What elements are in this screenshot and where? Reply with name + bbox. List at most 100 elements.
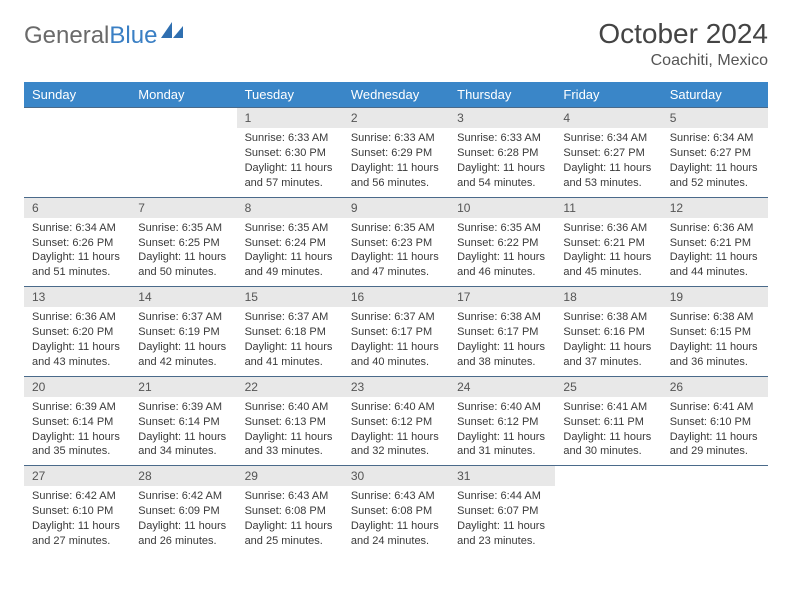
sunrise-text: Sunrise: 6:42 AM bbox=[32, 489, 122, 504]
sunrise-text: Sunrise: 6:33 AM bbox=[351, 131, 441, 146]
day-content: Sunrise: 6:42 AMSunset: 6:09 PMDaylight:… bbox=[130, 486, 236, 554]
daylight-text-2: and 42 minutes. bbox=[138, 355, 228, 370]
sunrise-text: Sunrise: 6:40 AM bbox=[457, 400, 547, 415]
daylight-text-2: and 27 minutes. bbox=[32, 534, 122, 549]
day-content: Sunrise: 6:33 AMSunset: 6:30 PMDaylight:… bbox=[237, 128, 343, 196]
calendar-table: SundayMondayTuesdayWednesdayThursdayFrid… bbox=[24, 82, 768, 555]
day-number: 16 bbox=[343, 286, 449, 307]
calendar-cell bbox=[555, 465, 661, 555]
calendar-cell: 22Sunrise: 6:40 AMSunset: 6:13 PMDayligh… bbox=[237, 376, 343, 466]
daylight-text-1: Daylight: 11 hours bbox=[32, 519, 122, 534]
day-content: Sunrise: 6:34 AMSunset: 6:27 PMDaylight:… bbox=[555, 128, 661, 196]
sunset-text: Sunset: 6:29 PM bbox=[351, 146, 441, 161]
day-content: Sunrise: 6:41 AMSunset: 6:11 PMDaylight:… bbox=[555, 397, 661, 465]
sunrise-text: Sunrise: 6:41 AM bbox=[670, 400, 760, 415]
day-content: Sunrise: 6:35 AMSunset: 6:23 PMDaylight:… bbox=[343, 218, 449, 286]
daylight-text-1: Daylight: 11 hours bbox=[32, 250, 122, 265]
daylight-text-2: and 45 minutes. bbox=[563, 265, 653, 280]
daylight-text-1: Daylight: 11 hours bbox=[563, 340, 653, 355]
sunrise-text: Sunrise: 6:33 AM bbox=[245, 131, 335, 146]
day-number: 2 bbox=[343, 107, 449, 128]
sunset-text: Sunset: 6:17 PM bbox=[351, 325, 441, 340]
title-block: October 2024 Coachiti, Mexico bbox=[598, 18, 768, 70]
calendar-cell: 18Sunrise: 6:38 AMSunset: 6:16 PMDayligh… bbox=[555, 286, 661, 376]
daylight-text-1: Daylight: 11 hours bbox=[351, 250, 441, 265]
daylight-text-2: and 25 minutes. bbox=[245, 534, 335, 549]
sunset-text: Sunset: 6:11 PM bbox=[563, 415, 653, 430]
day-number-empty bbox=[662, 465, 768, 486]
sunrise-text: Sunrise: 6:39 AM bbox=[32, 400, 122, 415]
daylight-text-1: Daylight: 11 hours bbox=[670, 250, 760, 265]
calendar-cell: 19Sunrise: 6:38 AMSunset: 6:15 PMDayligh… bbox=[662, 286, 768, 376]
calendar-cell: 26Sunrise: 6:41 AMSunset: 6:10 PMDayligh… bbox=[662, 376, 768, 466]
sunset-text: Sunset: 6:20 PM bbox=[32, 325, 122, 340]
weekday-header: Thursday bbox=[449, 82, 555, 107]
daylight-text-2: and 49 minutes. bbox=[245, 265, 335, 280]
day-content: Sunrise: 6:37 AMSunset: 6:18 PMDaylight:… bbox=[237, 307, 343, 375]
day-number-empty bbox=[24, 107, 130, 128]
daylight-text-1: Daylight: 11 hours bbox=[670, 340, 760, 355]
calendar-cell: 4Sunrise: 6:34 AMSunset: 6:27 PMDaylight… bbox=[555, 107, 661, 197]
daylight-text-1: Daylight: 11 hours bbox=[138, 250, 228, 265]
sunrise-text: Sunrise: 6:43 AM bbox=[245, 489, 335, 504]
calendar-row: 6Sunrise: 6:34 AMSunset: 6:26 PMDaylight… bbox=[24, 197, 768, 287]
sunrise-text: Sunrise: 6:44 AM bbox=[457, 489, 547, 504]
day-number: 30 bbox=[343, 465, 449, 486]
sunrise-text: Sunrise: 6:34 AM bbox=[670, 131, 760, 146]
day-number: 7 bbox=[130, 197, 236, 218]
calendar-row: 13Sunrise: 6:36 AMSunset: 6:20 PMDayligh… bbox=[24, 286, 768, 376]
sunrise-text: Sunrise: 6:37 AM bbox=[245, 310, 335, 325]
day-number: 21 bbox=[130, 376, 236, 397]
calendar-cell: 16Sunrise: 6:37 AMSunset: 6:17 PMDayligh… bbox=[343, 286, 449, 376]
day-number: 14 bbox=[130, 286, 236, 307]
day-number-empty bbox=[130, 107, 236, 128]
weekday-header: Tuesday bbox=[237, 82, 343, 107]
calendar-cell: 31Sunrise: 6:44 AMSunset: 6:07 PMDayligh… bbox=[449, 465, 555, 555]
calendar-cell: 15Sunrise: 6:37 AMSunset: 6:18 PMDayligh… bbox=[237, 286, 343, 376]
sunrise-text: Sunrise: 6:40 AM bbox=[351, 400, 441, 415]
daylight-text-1: Daylight: 11 hours bbox=[563, 250, 653, 265]
calendar-row: 27Sunrise: 6:42 AMSunset: 6:10 PMDayligh… bbox=[24, 465, 768, 555]
calendar-cell: 21Sunrise: 6:39 AMSunset: 6:14 PMDayligh… bbox=[130, 376, 236, 466]
daylight-text-2: and 23 minutes. bbox=[457, 534, 547, 549]
daylight-text-2: and 32 minutes. bbox=[351, 444, 441, 459]
day-number: 6 bbox=[24, 197, 130, 218]
daylight-text-1: Daylight: 11 hours bbox=[563, 430, 653, 445]
day-content: Sunrise: 6:36 AMSunset: 6:21 PMDaylight:… bbox=[662, 218, 768, 286]
weekday-header: Saturday bbox=[662, 82, 768, 107]
sunset-text: Sunset: 6:07 PM bbox=[457, 504, 547, 519]
calendar-cell: 6Sunrise: 6:34 AMSunset: 6:26 PMDaylight… bbox=[24, 197, 130, 287]
day-content: Sunrise: 6:38 AMSunset: 6:17 PMDaylight:… bbox=[449, 307, 555, 375]
daylight-text-1: Daylight: 11 hours bbox=[351, 430, 441, 445]
calendar-cell bbox=[130, 107, 236, 197]
daylight-text-2: and 41 minutes. bbox=[245, 355, 335, 370]
daylight-text-2: and 46 minutes. bbox=[457, 265, 547, 280]
daylight-text-2: and 29 minutes. bbox=[670, 444, 760, 459]
calendar-cell: 17Sunrise: 6:38 AMSunset: 6:17 PMDayligh… bbox=[449, 286, 555, 376]
day-number-empty bbox=[555, 465, 661, 486]
sunrise-text: Sunrise: 6:36 AM bbox=[670, 221, 760, 236]
daylight-text-2: and 56 minutes. bbox=[351, 176, 441, 191]
calendar-cell: 30Sunrise: 6:43 AMSunset: 6:08 PMDayligh… bbox=[343, 465, 449, 555]
daylight-text-2: and 53 minutes. bbox=[563, 176, 653, 191]
day-content: Sunrise: 6:35 AMSunset: 6:24 PMDaylight:… bbox=[237, 218, 343, 286]
day-number: 23 bbox=[343, 376, 449, 397]
day-content: Sunrise: 6:43 AMSunset: 6:08 PMDaylight:… bbox=[237, 486, 343, 554]
sunrise-text: Sunrise: 6:37 AM bbox=[351, 310, 441, 325]
sunset-text: Sunset: 6:25 PM bbox=[138, 236, 228, 251]
daylight-text-1: Daylight: 11 hours bbox=[670, 430, 760, 445]
sunset-text: Sunset: 6:18 PM bbox=[245, 325, 335, 340]
daylight-text-1: Daylight: 11 hours bbox=[245, 340, 335, 355]
daylight-text-1: Daylight: 11 hours bbox=[245, 161, 335, 176]
calendar-cell: 25Sunrise: 6:41 AMSunset: 6:11 PMDayligh… bbox=[555, 376, 661, 466]
calendar-cell: 27Sunrise: 6:42 AMSunset: 6:10 PMDayligh… bbox=[24, 465, 130, 555]
daylight-text-1: Daylight: 11 hours bbox=[32, 430, 122, 445]
sunset-text: Sunset: 6:15 PM bbox=[670, 325, 760, 340]
day-number: 20 bbox=[24, 376, 130, 397]
sunrise-text: Sunrise: 6:35 AM bbox=[245, 221, 335, 236]
calendar-cell: 24Sunrise: 6:40 AMSunset: 6:12 PMDayligh… bbox=[449, 376, 555, 466]
calendar-cell bbox=[24, 107, 130, 197]
daylight-text-2: and 50 minutes. bbox=[138, 265, 228, 280]
day-content: Sunrise: 6:40 AMSunset: 6:12 PMDaylight:… bbox=[449, 397, 555, 465]
daylight-text-1: Daylight: 11 hours bbox=[351, 161, 441, 176]
